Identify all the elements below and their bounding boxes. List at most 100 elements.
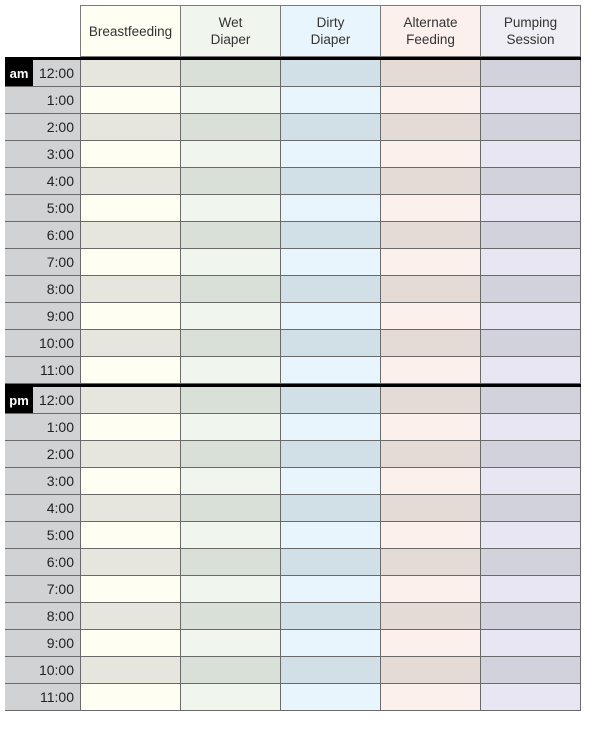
log-entry-cell[interactable] — [381, 522, 481, 548]
log-entry-cell[interactable] — [181, 114, 281, 140]
log-entry-cell[interactable] — [281, 222, 381, 248]
log-entry-cell[interactable] — [381, 387, 481, 413]
log-entry-cell[interactable] — [181, 657, 281, 683]
log-entry-cell[interactable] — [181, 414, 281, 440]
log-entry-cell[interactable] — [281, 630, 381, 656]
log-entry-cell[interactable] — [181, 387, 281, 413]
log-entry-cell[interactable] — [281, 303, 381, 329]
log-entry-cell[interactable] — [80, 168, 181, 194]
log-entry-cell[interactable] — [481, 414, 581, 440]
log-entry-cell[interactable] — [481, 387, 581, 413]
log-entry-cell[interactable] — [481, 222, 581, 248]
log-entry-cell[interactable] — [481, 60, 581, 86]
log-entry-cell[interactable] — [80, 522, 181, 548]
log-entry-cell[interactable] — [80, 387, 181, 413]
log-entry-cell[interactable] — [381, 168, 481, 194]
log-entry-cell[interactable] — [181, 141, 281, 167]
log-entry-cell[interactable] — [80, 441, 181, 467]
log-entry-cell[interactable] — [80, 87, 181, 113]
log-entry-cell[interactable] — [181, 222, 281, 248]
log-entry-cell[interactable] — [80, 414, 181, 440]
log-entry-cell[interactable] — [181, 522, 281, 548]
log-entry-cell[interactable] — [381, 87, 481, 113]
log-entry-cell[interactable] — [281, 387, 381, 413]
log-entry-cell[interactable] — [80, 114, 181, 140]
log-entry-cell[interactable] — [381, 141, 481, 167]
log-entry-cell[interactable] — [481, 468, 581, 494]
log-entry-cell[interactable] — [481, 603, 581, 629]
log-entry-cell[interactable] — [481, 357, 581, 383]
log-entry-cell[interactable] — [481, 303, 581, 329]
log-entry-cell[interactable] — [281, 657, 381, 683]
log-entry-cell[interactable] — [381, 468, 481, 494]
log-entry-cell[interactable] — [281, 495, 381, 521]
log-entry-cell[interactable] — [381, 249, 481, 275]
log-entry-cell[interactable] — [381, 684, 481, 710]
log-entry-cell[interactable] — [80, 576, 181, 602]
log-entry-cell[interactable] — [80, 60, 181, 86]
log-entry-cell[interactable] — [181, 276, 281, 302]
log-entry-cell[interactable] — [481, 141, 581, 167]
log-entry-cell[interactable] — [80, 684, 181, 710]
log-entry-cell[interactable] — [281, 441, 381, 467]
log-entry-cell[interactable] — [481, 114, 581, 140]
log-entry-cell[interactable] — [381, 603, 481, 629]
log-entry-cell[interactable] — [481, 87, 581, 113]
log-entry-cell[interactable] — [381, 195, 481, 221]
log-entry-cell[interactable] — [80, 468, 181, 494]
log-entry-cell[interactable] — [181, 441, 281, 467]
log-entry-cell[interactable] — [381, 276, 481, 302]
log-entry-cell[interactable] — [181, 684, 281, 710]
log-entry-cell[interactable] — [80, 603, 181, 629]
log-entry-cell[interactable] — [80, 141, 181, 167]
log-entry-cell[interactable] — [80, 195, 181, 221]
log-entry-cell[interactable] — [281, 141, 381, 167]
log-entry-cell[interactable] — [181, 603, 281, 629]
log-entry-cell[interactable] — [281, 468, 381, 494]
log-entry-cell[interactable] — [481, 249, 581, 275]
log-entry-cell[interactable] — [80, 357, 181, 383]
log-entry-cell[interactable] — [80, 630, 181, 656]
log-entry-cell[interactable] — [281, 576, 381, 602]
log-entry-cell[interactable] — [80, 330, 181, 356]
log-entry-cell[interactable] — [181, 168, 281, 194]
log-entry-cell[interactable] — [80, 276, 181, 302]
log-entry-cell[interactable] — [181, 468, 281, 494]
log-entry-cell[interactable] — [281, 87, 381, 113]
log-entry-cell[interactable] — [181, 330, 281, 356]
log-entry-cell[interactable] — [281, 603, 381, 629]
log-entry-cell[interactable] — [381, 495, 481, 521]
log-entry-cell[interactable] — [381, 441, 481, 467]
log-entry-cell[interactable] — [181, 303, 281, 329]
log-entry-cell[interactable] — [181, 60, 281, 86]
log-entry-cell[interactable] — [181, 630, 281, 656]
log-entry-cell[interactable] — [80, 495, 181, 521]
log-entry-cell[interactable] — [381, 330, 481, 356]
log-entry-cell[interactable] — [281, 330, 381, 356]
log-entry-cell[interactable] — [381, 414, 481, 440]
log-entry-cell[interactable] — [481, 495, 581, 521]
log-entry-cell[interactable] — [381, 60, 481, 86]
log-entry-cell[interactable] — [281, 168, 381, 194]
log-entry-cell[interactable] — [80, 249, 181, 275]
log-entry-cell[interactable] — [381, 114, 481, 140]
log-entry-cell[interactable] — [80, 657, 181, 683]
log-entry-cell[interactable] — [381, 576, 481, 602]
log-entry-cell[interactable] — [281, 549, 381, 575]
log-entry-cell[interactable] — [381, 630, 481, 656]
log-entry-cell[interactable] — [281, 249, 381, 275]
log-entry-cell[interactable] — [181, 195, 281, 221]
log-entry-cell[interactable] — [381, 549, 481, 575]
log-entry-cell[interactable] — [281, 357, 381, 383]
log-entry-cell[interactable] — [381, 222, 481, 248]
log-entry-cell[interactable] — [481, 276, 581, 302]
log-entry-cell[interactable] — [481, 168, 581, 194]
log-entry-cell[interactable] — [481, 630, 581, 656]
log-entry-cell[interactable] — [481, 576, 581, 602]
log-entry-cell[interactable] — [481, 330, 581, 356]
log-entry-cell[interactable] — [181, 549, 281, 575]
log-entry-cell[interactable] — [281, 195, 381, 221]
log-entry-cell[interactable] — [381, 657, 481, 683]
log-entry-cell[interactable] — [381, 357, 481, 383]
log-entry-cell[interactable] — [281, 60, 381, 86]
